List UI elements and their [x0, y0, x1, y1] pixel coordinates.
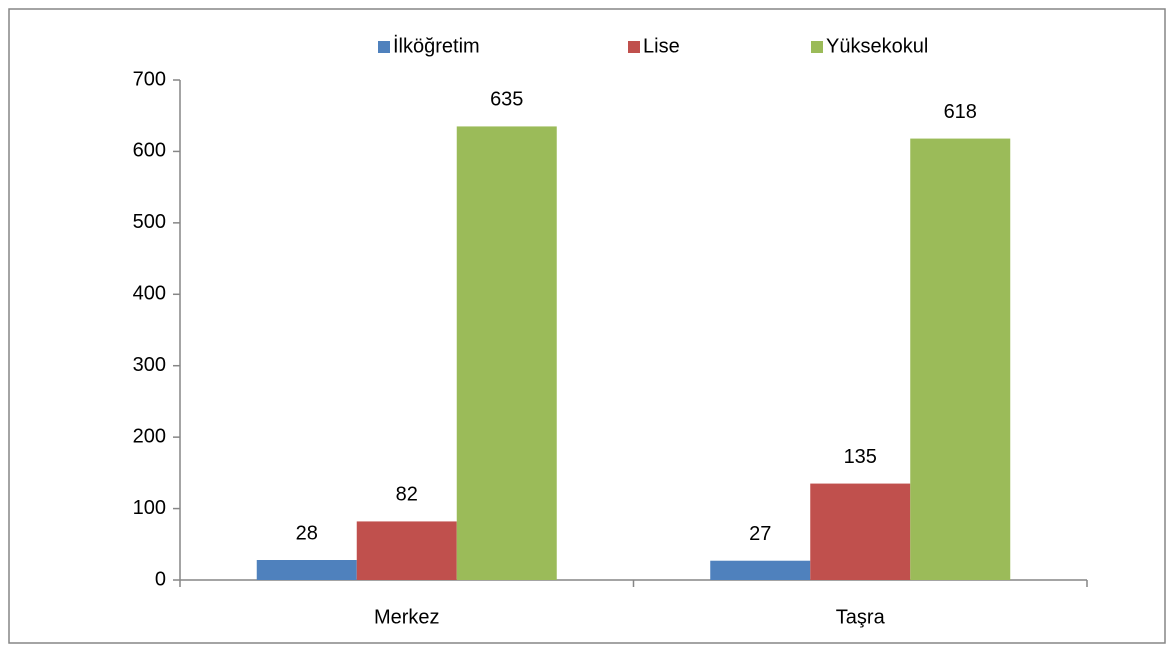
data-label: 135	[844, 446, 877, 468]
bar	[456, 126, 557, 580]
legend-swatch	[811, 41, 823, 53]
legend-swatch	[378, 41, 390, 53]
y-tick-label: 100	[133, 497, 166, 519]
bar	[356, 521, 457, 580]
y-tick-label: 200	[133, 425, 166, 447]
legend-label: İlköğretim	[393, 34, 480, 57]
legend-label: Yüksekokul	[826, 35, 928, 57]
legend-label: Lise	[643, 35, 680, 57]
data-label: 618	[944, 101, 977, 123]
data-label: 82	[396, 484, 418, 506]
bar	[256, 560, 357, 580]
y-tick-label: 400	[133, 283, 166, 305]
y-tick-label: 0	[155, 568, 166, 590]
y-tick-label: 500	[133, 211, 166, 233]
data-label: 27	[749, 523, 771, 545]
y-tick-label: 600	[133, 140, 166, 162]
y-tick-label: 300	[133, 354, 166, 376]
bar	[810, 483, 911, 580]
legend-swatch	[628, 41, 640, 53]
data-label: 635	[490, 89, 523, 111]
data-label: 28	[296, 522, 318, 544]
x-tick-label: Merkez	[374, 606, 440, 628]
bar	[910, 138, 1011, 581]
bar	[710, 560, 811, 580]
x-tick-label: Taşra	[836, 606, 886, 628]
y-tick-label: 700	[133, 68, 166, 90]
